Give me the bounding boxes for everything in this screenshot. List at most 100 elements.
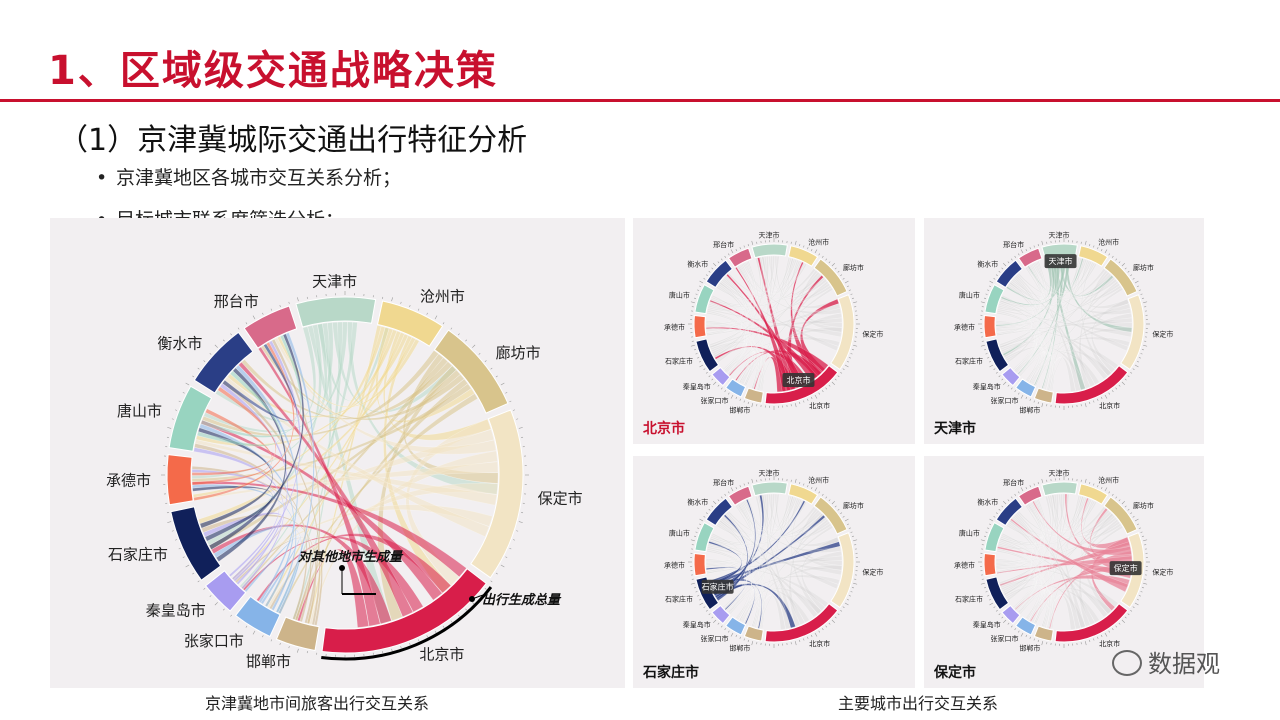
city-arc [693, 314, 707, 339]
tick-mark [730, 632, 734, 637]
tick-mark [1020, 632, 1024, 637]
chord-ribbon [735, 505, 791, 630]
tick-mark [509, 547, 512, 550]
tick-mark [727, 630, 730, 633]
tick-mark [442, 322, 445, 325]
tick-mark [818, 630, 821, 633]
chord-ribbon [706, 549, 748, 614]
tick-mark [1089, 401, 1091, 404]
tick-mark [814, 249, 818, 254]
tick-mark [1127, 270, 1130, 273]
tick-mark [1104, 394, 1108, 399]
tick-mark [1010, 258, 1013, 261]
city-arc [693, 552, 707, 577]
tick-mark [1025, 634, 1028, 637]
focus-tooltip: 天津市 [1044, 254, 1077, 269]
tick-mark [1127, 613, 1130, 616]
tick-mark [708, 613, 711, 616]
tick-mark [1104, 632, 1108, 637]
tick-mark [989, 360, 992, 363]
tick-mark [203, 360, 206, 362]
tick-mark [1037, 401, 1039, 404]
tick-mark [699, 598, 702, 601]
tick-mark [853, 344, 858, 347]
tick-mark [850, 353, 853, 355]
tick-mark [400, 301, 402, 304]
main-chord-panel: 天津市 沧州市 廊坊市 保定市 北京市 邯郸市 张家口市 秦皇岛市 石家庄市 承德市 唐山市 衡水市 邢… [50, 218, 625, 688]
tick-mark [400, 646, 402, 649]
city-arc [1077, 483, 1109, 505]
tooltip-text: 北京市 [786, 375, 810, 385]
tick-mark [174, 409, 178, 411]
tick-mark [1138, 527, 1141, 529]
tick-mark [1084, 641, 1087, 646]
city-arc [1120, 532, 1145, 609]
city-label: 衡水市 [687, 497, 708, 506]
tick-mark [985, 293, 988, 295]
tick-mark [844, 280, 849, 284]
tick-mark [840, 512, 843, 515]
tick-mark [844, 518, 849, 522]
tick-mark [1140, 531, 1143, 533]
tick-mark [1118, 622, 1121, 625]
tick-mark [1104, 249, 1108, 254]
tick-mark [1029, 485, 1031, 488]
tick-mark [518, 427, 523, 429]
tick-mark [708, 508, 711, 511]
tick-mark [1089, 482, 1091, 485]
tick-mark [1033, 245, 1035, 248]
tick-mark [989, 523, 992, 526]
city-arc [711, 366, 731, 387]
city-arc [376, 300, 444, 347]
tick-mark [803, 400, 805, 403]
tick-mark [409, 642, 411, 646]
section-subtitle: （1）京津冀城际交通出行特征分析 [58, 123, 528, 158]
tick-mark [834, 505, 837, 508]
city-label: 沧州市 [1098, 237, 1119, 246]
chord-ribbon [735, 267, 791, 392]
tick-mark [1108, 253, 1111, 256]
tick-mark [834, 267, 837, 270]
city-label: 承德市 [954, 322, 975, 331]
city-arc [470, 409, 524, 579]
tick-mark [995, 371, 998, 374]
tick-mark [1010, 387, 1013, 390]
tick-mark [1111, 628, 1114, 631]
tick-mark [409, 304, 411, 308]
tick-mark [739, 636, 741, 639]
tick-mark [825, 258, 828, 261]
city-label: 衡水市 [687, 259, 708, 268]
city-arc [984, 283, 1005, 315]
tick-mark [495, 375, 498, 378]
tick-mark [1138, 595, 1141, 597]
chord-ribbon [222, 343, 298, 422]
tick-mark [1089, 639, 1091, 642]
chord-ribbon [709, 261, 755, 308]
tick-mark [252, 630, 256, 635]
tick-mark [984, 587, 987, 589]
tick-mark [851, 349, 854, 351]
tick-mark [810, 249, 813, 252]
tick-mark [985, 353, 988, 355]
tick-mark [720, 258, 723, 261]
chord-ribbon [999, 499, 1045, 546]
tick-mark [1100, 249, 1103, 252]
city-arc [1054, 364, 1129, 405]
tick-mark [743, 638, 745, 641]
tick-mark [1041, 641, 1044, 646]
tick-mark [995, 274, 998, 277]
tick-mark [850, 531, 853, 533]
chord-diagram-beijing: 天津市沧州市廊坊市保定市北京市邯郸市张家口市秦皇岛市石家庄市承德市唐山市衡水市邢… [664, 231, 883, 415]
city-label: 廊坊市 [496, 344, 541, 362]
tick-mark [1097, 485, 1099, 488]
total-generation-arc [321, 586, 493, 661]
city-label: 保定市 [862, 568, 883, 577]
city-arc [995, 259, 1024, 289]
tick-mark [1141, 587, 1144, 589]
tick-mark [703, 515, 706, 518]
city-label: 石家庄市 [955, 356, 983, 365]
tick-mark [1140, 591, 1143, 593]
tick-mark [720, 496, 723, 499]
city-label: 石家庄市 [665, 594, 693, 603]
